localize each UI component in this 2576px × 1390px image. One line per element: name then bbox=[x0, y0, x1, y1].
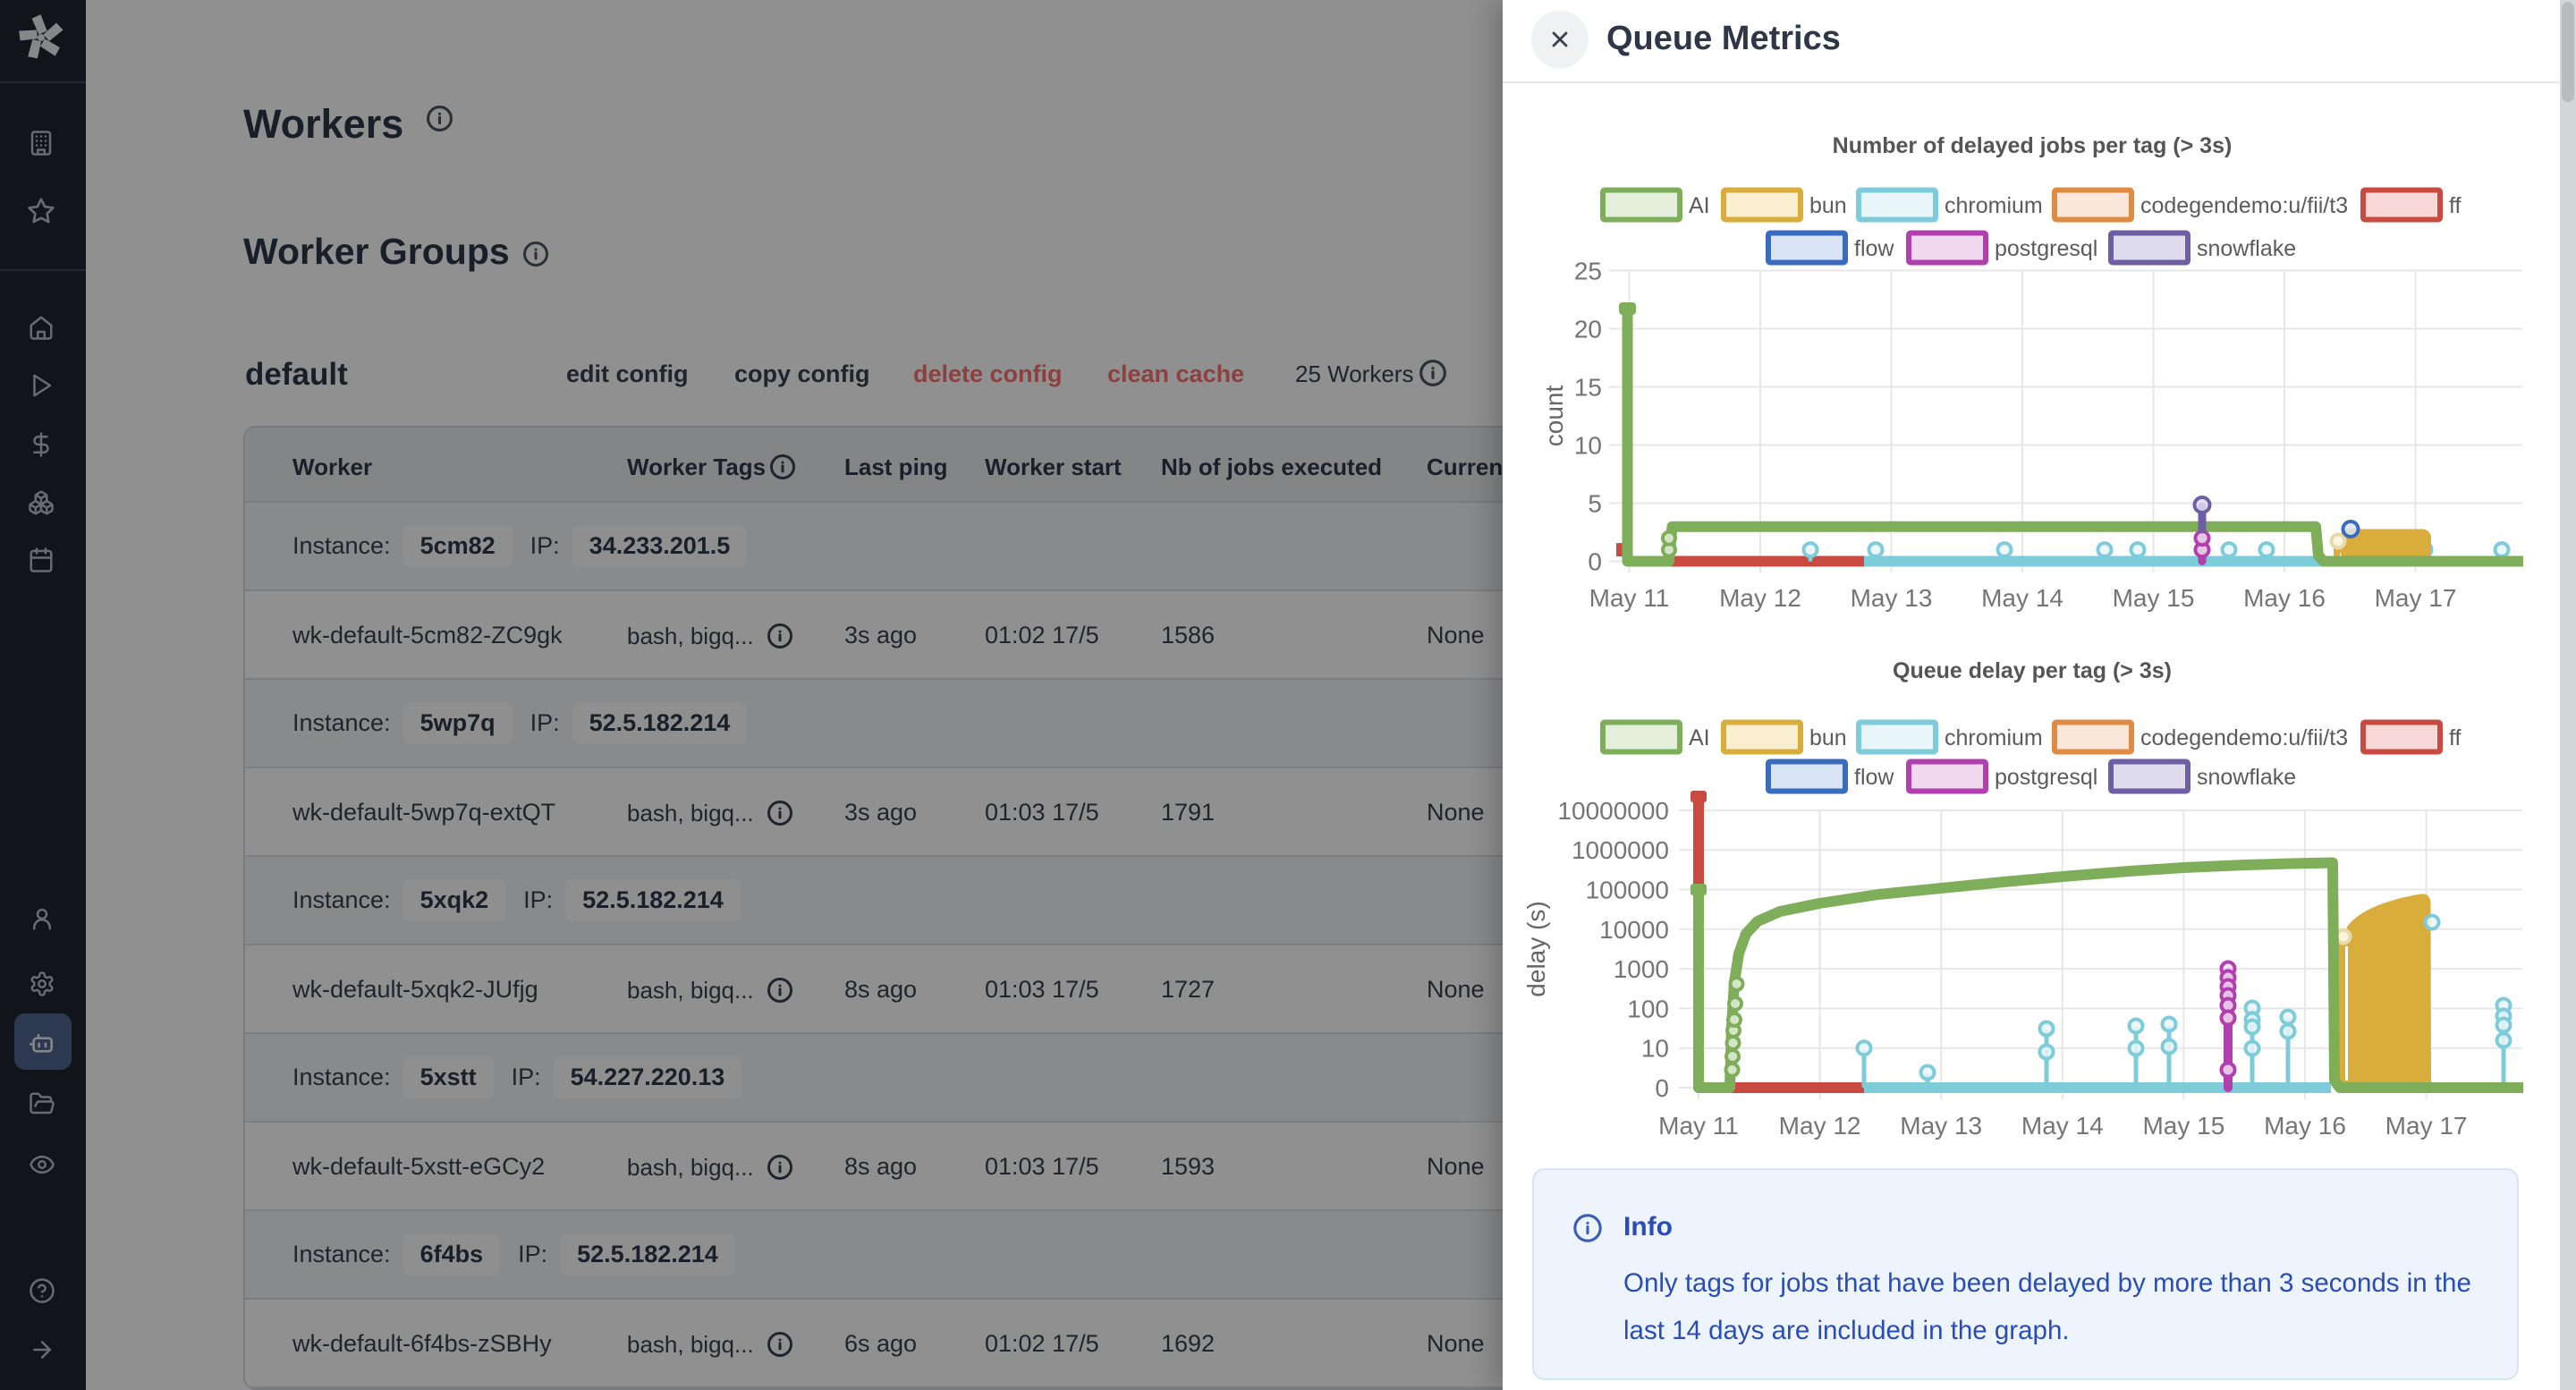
svg-text:codegendemo:u/fii/t3: codegendemo:u/fii/t3 bbox=[2140, 725, 2348, 750]
svg-text:May 17: May 17 bbox=[2385, 1112, 2468, 1140]
svg-text:1000: 1000 bbox=[1614, 955, 1669, 983]
svg-text:100: 100 bbox=[1627, 995, 1669, 1022]
svg-text:snowflake: snowflake bbox=[2197, 236, 2296, 261]
svg-text:ff: ff bbox=[2449, 725, 2461, 750]
svg-text:postgresql: postgresql bbox=[1995, 236, 2097, 261]
svg-text:100000: 100000 bbox=[1586, 877, 1669, 904]
svg-text:ff: ff bbox=[2449, 193, 2461, 218]
svg-text:10: 10 bbox=[1641, 1035, 1669, 1063]
svg-text:flow: flow bbox=[1854, 765, 1894, 790]
svg-text:10000: 10000 bbox=[1599, 916, 1669, 944]
svg-text:May 15: May 15 bbox=[2113, 584, 2195, 612]
svg-text:May 14: May 14 bbox=[1981, 584, 2063, 612]
svg-text:codegendemo:u/fii/t3: codegendemo:u/fii/t3 bbox=[2140, 193, 2348, 218]
svg-text:May 16: May 16 bbox=[2243, 584, 2326, 612]
svg-text:May 12: May 12 bbox=[1719, 584, 1801, 612]
svg-text:5: 5 bbox=[1588, 490, 1602, 518]
svg-text:bun: bun bbox=[1809, 725, 1847, 750]
svg-text:snowflake: snowflake bbox=[2197, 765, 2296, 790]
svg-text:25: 25 bbox=[1574, 258, 1602, 285]
svg-text:May 14: May 14 bbox=[2021, 1112, 2104, 1140]
svg-text:May 16: May 16 bbox=[2264, 1112, 2346, 1140]
svg-text:15: 15 bbox=[1574, 374, 1602, 402]
svg-text:Queue delay per tag (> 3s): Queue delay per tag (> 3s) bbox=[1893, 658, 2172, 683]
svg-text:chromium: chromium bbox=[1945, 725, 2043, 750]
svg-text:bun: bun bbox=[1809, 193, 1847, 218]
svg-text:chromium: chromium bbox=[1945, 193, 2043, 218]
svg-text:20: 20 bbox=[1574, 316, 1602, 343]
svg-text:delay (s): delay (s) bbox=[1522, 901, 1550, 996]
svg-text:May 13: May 13 bbox=[1851, 584, 1933, 612]
svg-text:May 11: May 11 bbox=[1658, 1112, 1739, 1140]
svg-text:May 13: May 13 bbox=[1900, 1112, 1982, 1140]
svg-text:1000000: 1000000 bbox=[1572, 836, 1669, 864]
svg-text:10000000: 10000000 bbox=[1557, 797, 1669, 825]
svg-text:10: 10 bbox=[1574, 432, 1602, 460]
svg-text:Number of delayed jobs per tag: Number of delayed jobs per tag (> 3s) bbox=[1833, 133, 2233, 158]
svg-text:May 17: May 17 bbox=[2375, 584, 2457, 612]
svg-text:AI: AI bbox=[1689, 725, 1710, 750]
svg-text:AI: AI bbox=[1689, 193, 1710, 218]
svg-text:postgresql: postgresql bbox=[1995, 765, 2097, 790]
svg-text:flow: flow bbox=[1854, 236, 1894, 261]
svg-text:May 11: May 11 bbox=[1589, 584, 1670, 612]
svg-text:0: 0 bbox=[1655, 1074, 1669, 1102]
svg-text:May 15: May 15 bbox=[2142, 1112, 2224, 1140]
svg-text:0: 0 bbox=[1588, 548, 1602, 576]
svg-text:May 12: May 12 bbox=[1779, 1112, 1861, 1140]
svg-text:count: count bbox=[1540, 386, 1568, 447]
